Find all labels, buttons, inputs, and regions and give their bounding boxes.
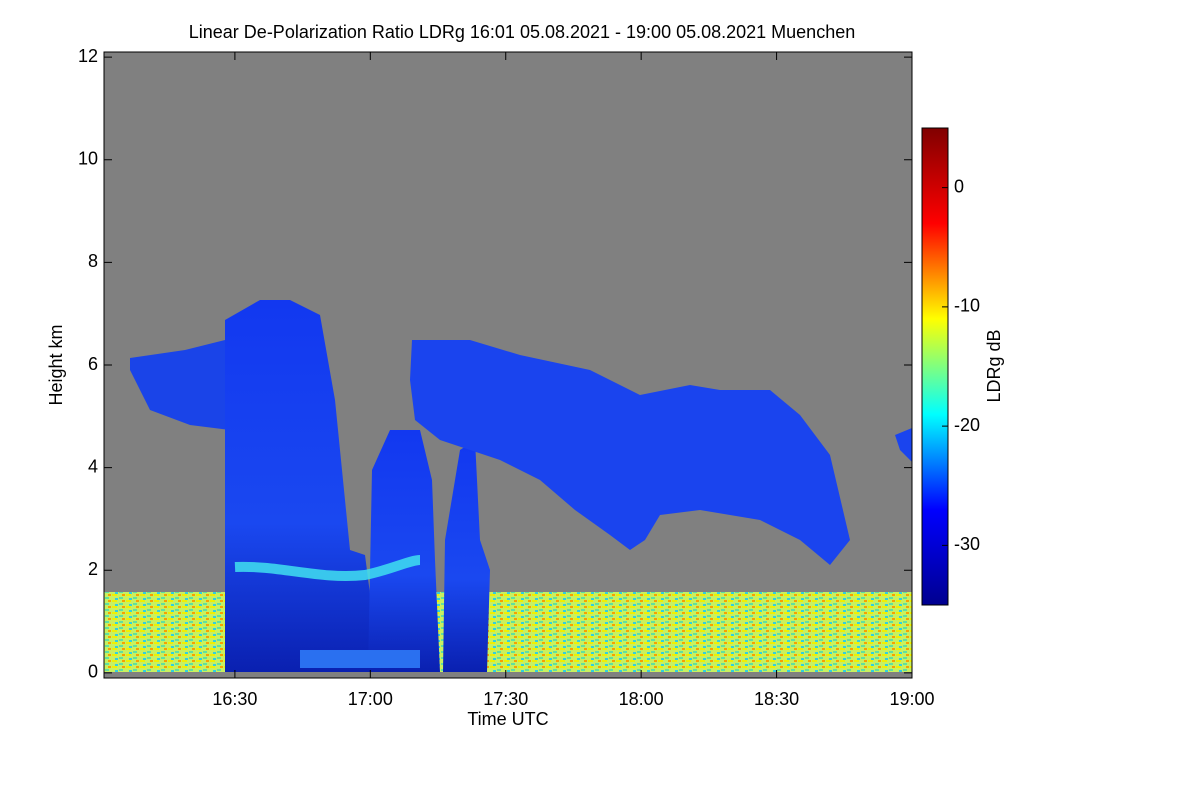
y-tick-label: 12 bbox=[78, 46, 98, 66]
echo-region bbox=[130, 340, 250, 430]
echo-region bbox=[300, 650, 420, 668]
colorbar-tick-label: -10 bbox=[954, 296, 980, 316]
echo-layer bbox=[104, 300, 912, 672]
x-tick-label: 18:30 bbox=[754, 689, 799, 709]
y-tick-label: 4 bbox=[88, 456, 98, 476]
y-axis-label: Height km bbox=[46, 324, 66, 405]
echo-region bbox=[410, 340, 850, 565]
echo-region bbox=[895, 428, 912, 462]
x-tick-label: 18:00 bbox=[619, 689, 664, 709]
x-tick-label: 17:30 bbox=[483, 689, 528, 709]
y-tick-label: 10 bbox=[78, 149, 98, 169]
x-tick-label: 16:30 bbox=[212, 689, 257, 709]
x-tick-label: 19:00 bbox=[889, 689, 934, 709]
colorbar-label: LDRg dB bbox=[984, 329, 1004, 402]
x-tick-label: 17:00 bbox=[348, 689, 393, 709]
colorbar-frame bbox=[921, 127, 949, 606]
colorbar bbox=[922, 128, 948, 605]
echo-region bbox=[443, 440, 490, 672]
y-tick-label: 8 bbox=[88, 251, 98, 271]
y-tick-label: 6 bbox=[88, 354, 98, 374]
colorbar-tick-label: -30 bbox=[954, 534, 980, 554]
chart-title: Linear De-Polarization Ratio LDRg 16:01 … bbox=[189, 22, 855, 42]
x-axis-label: Time UTC bbox=[467, 709, 548, 729]
colorbar-tick-label: 0 bbox=[954, 176, 964, 196]
echo-region bbox=[368, 430, 440, 672]
y-tick-label: 2 bbox=[88, 559, 98, 579]
melting-layer bbox=[234, 555, 421, 582]
y-tick-label: 0 bbox=[88, 662, 98, 682]
colorbar-tick-label: -20 bbox=[954, 415, 980, 435]
colorbar-fill bbox=[922, 128, 948, 605]
